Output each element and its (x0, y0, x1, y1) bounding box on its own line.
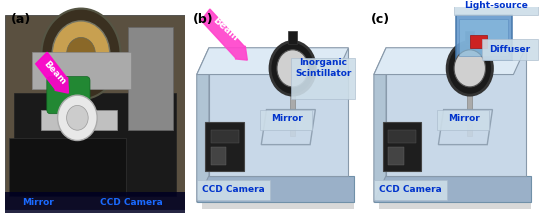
FancyBboxPatch shape (470, 35, 487, 48)
Text: Mirror: Mirror (448, 114, 480, 123)
Text: CCD Camera: CCD Camera (202, 186, 265, 194)
Circle shape (41, 9, 120, 99)
FancyBboxPatch shape (33, 52, 131, 89)
FancyBboxPatch shape (259, 110, 312, 130)
Polygon shape (197, 176, 354, 202)
Polygon shape (197, 48, 209, 202)
Text: (c): (c) (371, 13, 390, 26)
FancyBboxPatch shape (47, 77, 90, 114)
Circle shape (66, 38, 95, 71)
Text: Inorganic
Scintillator: Inorganic Scintillator (295, 58, 352, 78)
Circle shape (66, 105, 88, 130)
FancyBboxPatch shape (211, 130, 239, 143)
Circle shape (52, 21, 110, 87)
FancyArrow shape (201, 9, 247, 60)
FancyBboxPatch shape (456, 15, 512, 60)
FancyBboxPatch shape (290, 68, 295, 136)
FancyBboxPatch shape (482, 39, 538, 60)
Circle shape (447, 42, 493, 95)
Text: Diffuser: Diffuser (489, 45, 530, 54)
Polygon shape (374, 48, 386, 202)
FancyBboxPatch shape (459, 19, 508, 56)
FancyBboxPatch shape (383, 122, 421, 171)
FancyArrow shape (35, 52, 69, 93)
Text: (a): (a) (11, 13, 31, 26)
Text: (b): (b) (193, 13, 214, 26)
FancyBboxPatch shape (388, 147, 403, 165)
Text: CCD Camera: CCD Camera (379, 186, 442, 194)
Text: Beam: Beam (211, 15, 240, 43)
Polygon shape (197, 48, 348, 75)
Polygon shape (374, 176, 531, 202)
Text: Light-source: Light-source (464, 1, 528, 10)
Circle shape (454, 50, 486, 87)
Polygon shape (379, 200, 531, 209)
Text: Beam: Beam (42, 59, 68, 86)
FancyBboxPatch shape (454, 0, 538, 15)
FancyBboxPatch shape (5, 15, 185, 209)
Circle shape (58, 95, 97, 141)
FancyBboxPatch shape (467, 68, 473, 136)
Polygon shape (5, 192, 185, 213)
FancyBboxPatch shape (15, 93, 177, 196)
Circle shape (277, 50, 308, 87)
FancyBboxPatch shape (374, 180, 447, 200)
FancyBboxPatch shape (41, 110, 117, 130)
FancyBboxPatch shape (211, 147, 226, 165)
FancyBboxPatch shape (465, 31, 474, 44)
Circle shape (270, 42, 316, 95)
Polygon shape (209, 48, 348, 176)
Text: Mirror: Mirror (271, 114, 302, 123)
FancyBboxPatch shape (288, 31, 297, 44)
FancyBboxPatch shape (291, 58, 355, 99)
FancyBboxPatch shape (388, 130, 416, 143)
Polygon shape (438, 110, 493, 145)
FancyBboxPatch shape (197, 180, 270, 200)
Polygon shape (261, 110, 316, 145)
Text: Mirror: Mirror (22, 198, 54, 207)
Polygon shape (374, 48, 525, 75)
Polygon shape (386, 48, 525, 176)
FancyBboxPatch shape (128, 27, 173, 130)
FancyBboxPatch shape (9, 138, 126, 196)
FancyBboxPatch shape (437, 110, 489, 130)
Text: CCD Camera: CCD Camera (100, 198, 163, 207)
FancyBboxPatch shape (205, 122, 244, 171)
Polygon shape (202, 200, 354, 209)
